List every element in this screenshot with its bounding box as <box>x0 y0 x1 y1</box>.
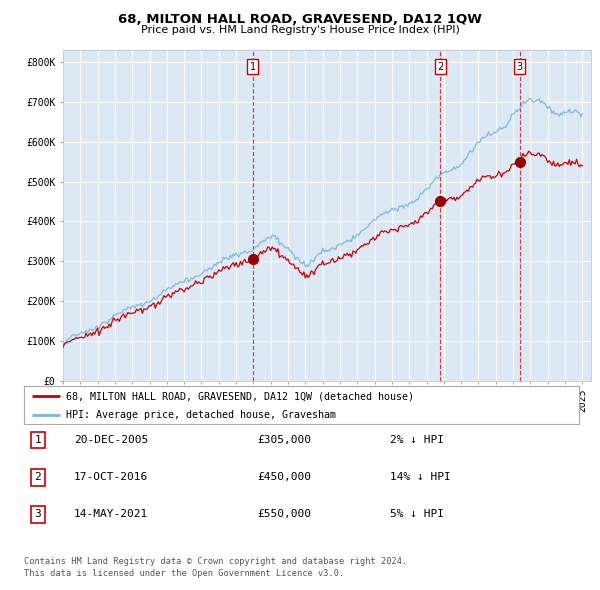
Text: 1: 1 <box>35 435 41 445</box>
Text: 20-DEC-2005: 20-DEC-2005 <box>74 435 148 445</box>
Text: HPI: Average price, detached house, Gravesham: HPI: Average price, detached house, Grav… <box>65 411 335 421</box>
Text: 5% ↓ HPI: 5% ↓ HPI <box>391 510 444 519</box>
Text: 2: 2 <box>35 473 41 482</box>
Text: 3: 3 <box>35 510 41 519</box>
Text: Price paid vs. HM Land Registry's House Price Index (HPI): Price paid vs. HM Land Registry's House … <box>140 25 460 35</box>
Text: 3: 3 <box>517 62 523 72</box>
Text: £450,000: £450,000 <box>257 473 311 482</box>
Text: 68, MILTON HALL ROAD, GRAVESEND, DA12 1QW (detached house): 68, MILTON HALL ROAD, GRAVESEND, DA12 1Q… <box>65 392 413 401</box>
Text: 14-MAY-2021: 14-MAY-2021 <box>74 510 148 519</box>
Text: 17-OCT-2016: 17-OCT-2016 <box>74 473 148 482</box>
Text: 1: 1 <box>250 62 256 72</box>
Text: 68, MILTON HALL ROAD, GRAVESEND, DA12 1QW: 68, MILTON HALL ROAD, GRAVESEND, DA12 1Q… <box>118 13 482 26</box>
Text: This data is licensed under the Open Government Licence v3.0.: This data is licensed under the Open Gov… <box>24 569 344 578</box>
Text: £305,000: £305,000 <box>257 435 311 445</box>
Text: 14% ↓ HPI: 14% ↓ HPI <box>391 473 451 482</box>
Text: 2% ↓ HPI: 2% ↓ HPI <box>391 435 444 445</box>
Text: £550,000: £550,000 <box>257 510 311 519</box>
Text: Contains HM Land Registry data © Crown copyright and database right 2024.: Contains HM Land Registry data © Crown c… <box>24 557 407 566</box>
Text: 2: 2 <box>437 62 443 72</box>
